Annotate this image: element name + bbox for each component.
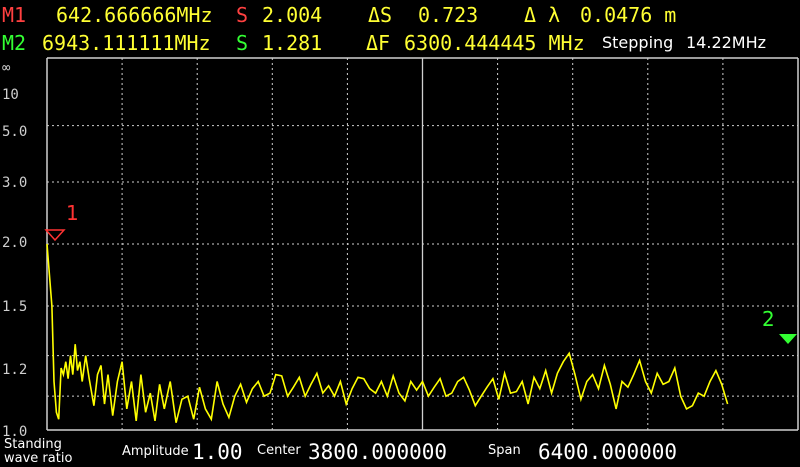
stepping-value: 14.22MHz [686,33,767,52]
marker2-indicator: 2 [762,307,797,344]
marker2-frequency: 6943.111111MHz [42,31,211,55]
delta-lambda-label: Δ λ [524,3,561,27]
delta-lambda-value: 0.0476 m [580,3,677,27]
amplitude-value: 1.00 [192,440,243,464]
mode-label: Standing wave ratio [4,437,73,466]
center-value: 3800.000000 [308,440,448,464]
marker1-triangle-icon [44,229,66,242]
swr-trace [46,243,729,423]
marker2-triangle-icon [779,334,797,344]
y-tick-10: 10 [2,87,19,103]
marker2-readout: M2 6943.111111MHz S 1.281 ΔF 6300.444445… [0,30,800,56]
span-value: 6400.000000 [538,440,678,464]
marker2-label: M2 [2,31,27,55]
center-label: Center [257,443,301,458]
y-tick-1-2: 1.2 [2,362,28,378]
marker1-frequency: 642.666666MHz [56,3,213,27]
marker2-s-label: S [236,31,249,55]
y-tick-1-5: 1.5 [2,299,28,315]
marker1-label: M1 [2,3,27,27]
marker1-readout: M1 642.666666MHz S 2.004 ΔS 0.723 Δ λ 0.… [0,2,800,28]
marker2-s-value: 1.281 [262,31,323,55]
y-tick-1-0: 1.0 [2,424,28,440]
stepping-label: Stepping [602,33,674,52]
y-tick-2: 2.0 [2,235,28,251]
amplitude-label: Amplitude [122,444,189,459]
marker1-tag: 1 [66,201,79,225]
span-label: Span [488,443,521,458]
y-tick-infinity: ∞ [2,60,11,76]
delta-s-value: 0.723 [418,3,479,27]
y-tick-5: 5.0 [2,124,28,140]
delta-f-value: 6300.444445 MHz [404,31,585,55]
marker1-s-value: 2.004 [262,3,323,27]
plot-grid [46,57,799,431]
delta-f-label: ΔF [366,31,391,55]
delta-s-label: ΔS [368,3,393,27]
y-tick-3: 3.0 [2,175,28,191]
marker1-s-label: S [236,3,249,27]
marker1-indicator: 1 [44,201,79,242]
marker2-tag: 2 [762,307,775,331]
